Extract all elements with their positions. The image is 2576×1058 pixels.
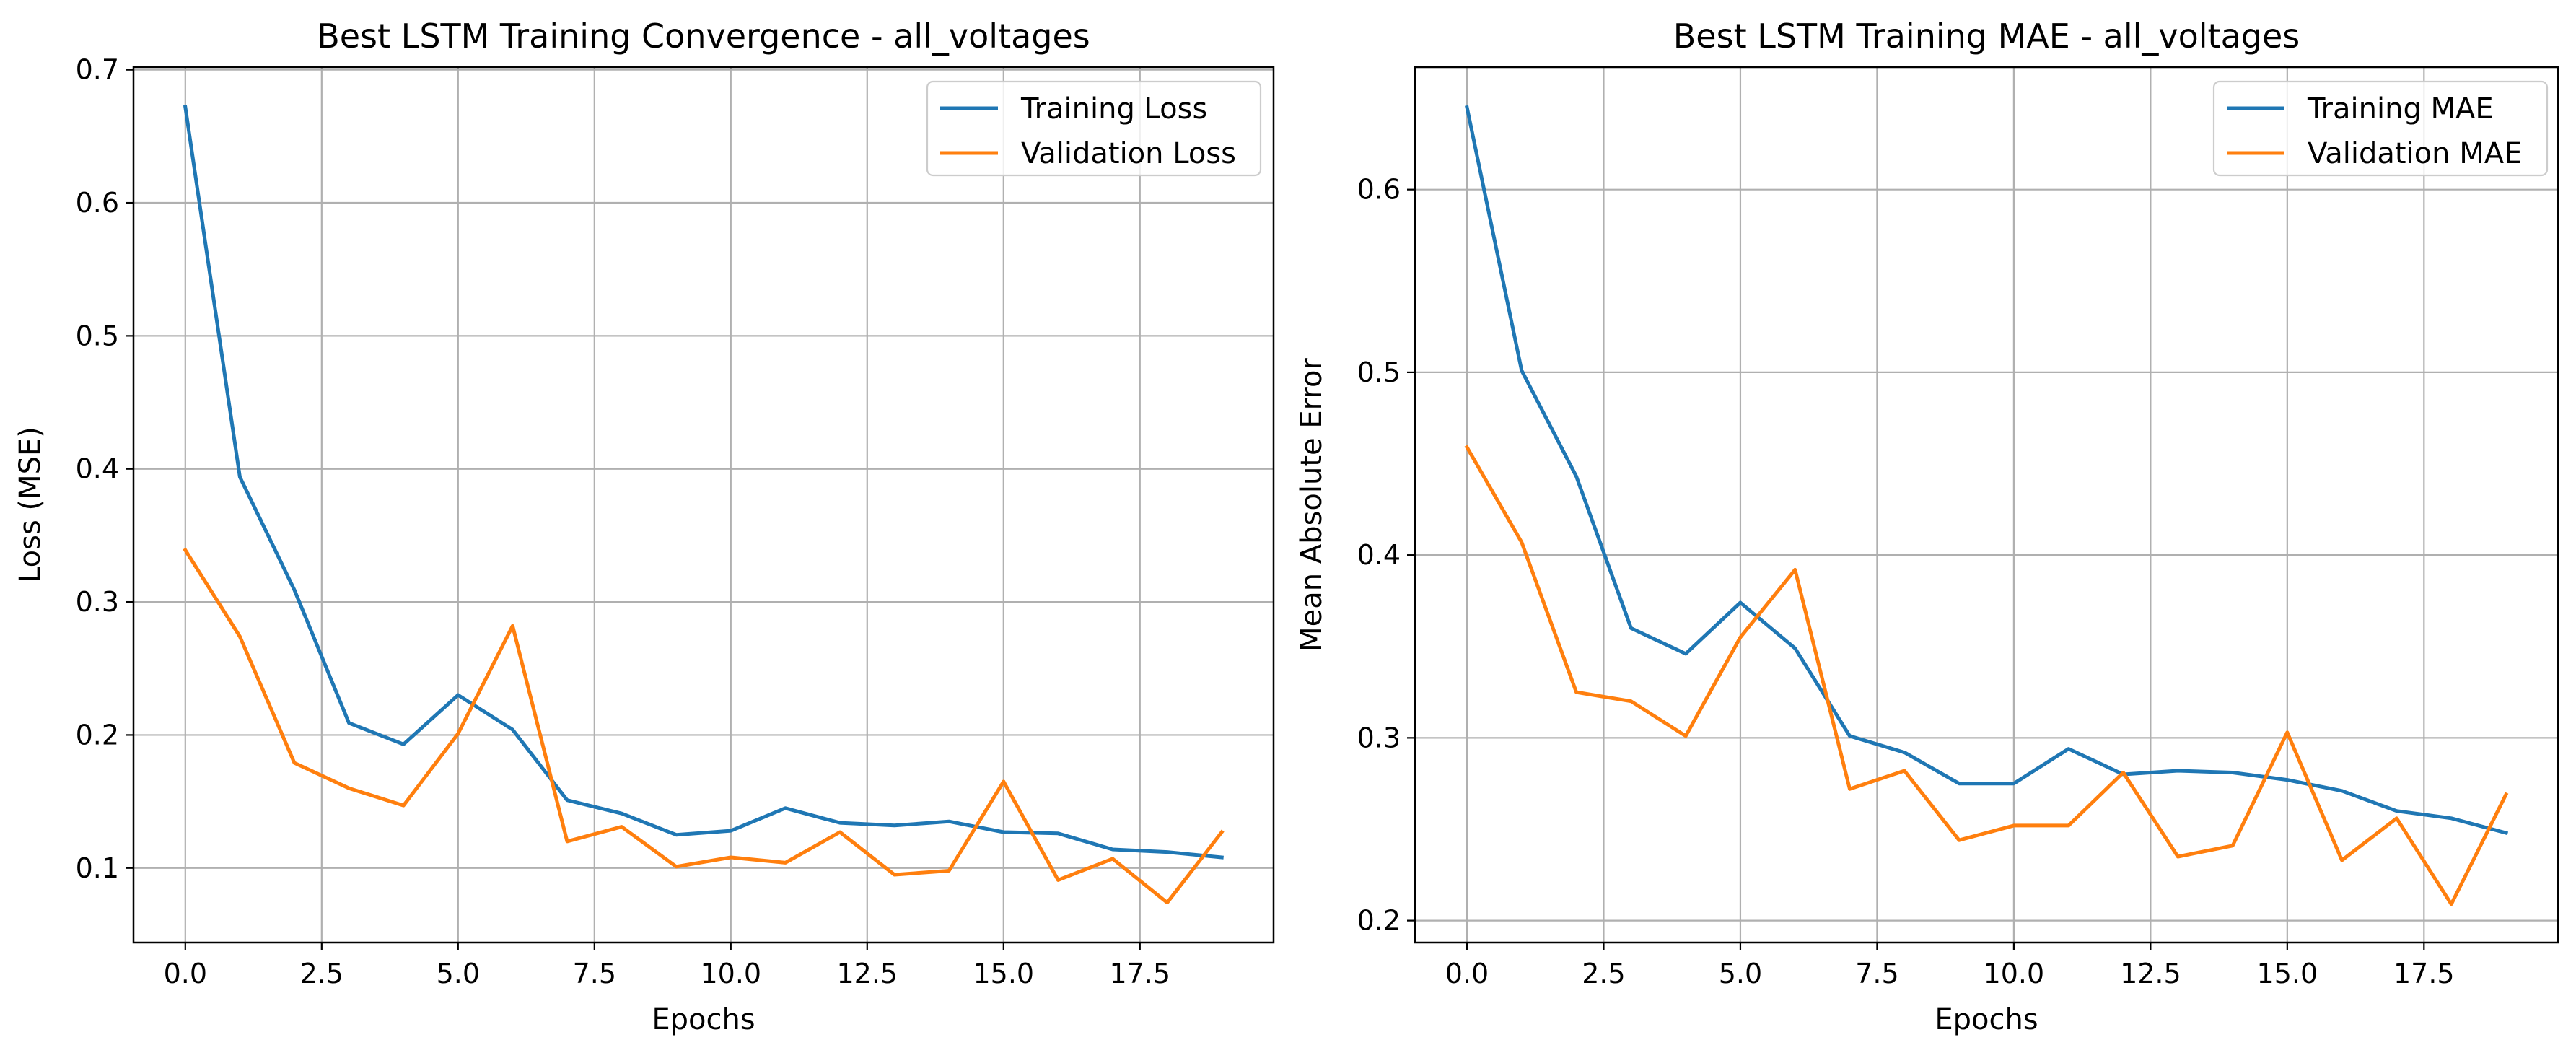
x-tick-label: 12.5 [2120,958,2181,989]
x-tick-label: 12.5 [836,958,898,989]
axes-frame [1414,66,2559,944]
series-line-1 [1464,445,2509,906]
x-tick-label: 17.5 [1109,958,1170,989]
x-tick-label: 7.5 [1855,958,1898,989]
chart-title: Best LSTM Training Convergence - all_vol… [317,17,1090,56]
legend-box [926,80,1262,177]
loss-panel: 0.0 2.5 5.0 7.5 10.0 12.5 15.0 17.5 0.1 0.2 0.3 0.4… [14,17,1275,1036]
legend-label-1: Validation Loss [1021,137,1236,170]
y-tick-label: 0.2 [1357,905,1401,937]
x-tick-label: 2.5 [300,958,343,989]
series-line-0 [183,105,1224,860]
x-axis-label: Epochs [1935,1003,2038,1036]
y-tick-label: 0.4 [76,453,119,485]
x-tick-label: 2.5 [1582,958,1625,989]
legend-box [2212,80,2549,177]
y-tick-label: 0.6 [1357,174,1401,206]
x-tick-label: 0.0 [164,958,207,989]
legend-label-1: Validation MAE [2308,137,2522,170]
y-tick-label: 0.5 [76,320,119,351]
y-tick-label: 0.4 [1357,539,1401,571]
y-axis-label: Mean Absolute Error [1295,358,1328,652]
x-tick-label: 17.5 [2393,958,2455,989]
x-tick-label: 7.5 [573,958,616,989]
y-axis-label: Loss (MSE) [14,427,47,583]
y-tick-label: 0.3 [76,586,119,618]
legend-label-0: Training Loss [1020,92,1207,126]
y-tick-label: 0.7 [76,54,119,86]
chart-title: Best LSTM Training MAE - all_voltages [1673,17,2300,56]
series-line-1 [183,547,1225,905]
x-tick-label: 10.0 [700,958,761,989]
mae-panel: 0.0 2.5 5.0 7.5 10.0 12.5 15.0 17.5 0.2 0.3 0.4 0.5… [1295,17,2559,1036]
y-tick-label: 0.1 [76,852,119,884]
legend-label-0: Training MAE [2307,92,2494,126]
x-tick-label: 5.0 [437,958,480,989]
y-tick-label: 0.5 [1357,357,1401,388]
y-tick-label: 0.3 [1357,722,1401,753]
x-tick-label: 10.0 [1984,958,2045,989]
y-tick-label: 0.2 [76,719,119,751]
x-tick-label: 15.0 [2257,958,2318,989]
x-tick-label: 0.0 [1445,958,1489,989]
axes-frame [132,66,1275,944]
x-tick-label: 5.0 [1719,958,1762,989]
series-line-0 [1465,105,2509,836]
x-tick-label: 15.0 [973,958,1034,989]
y-tick-label: 0.6 [76,187,119,219]
x-axis-label: Epochs [652,1003,755,1036]
